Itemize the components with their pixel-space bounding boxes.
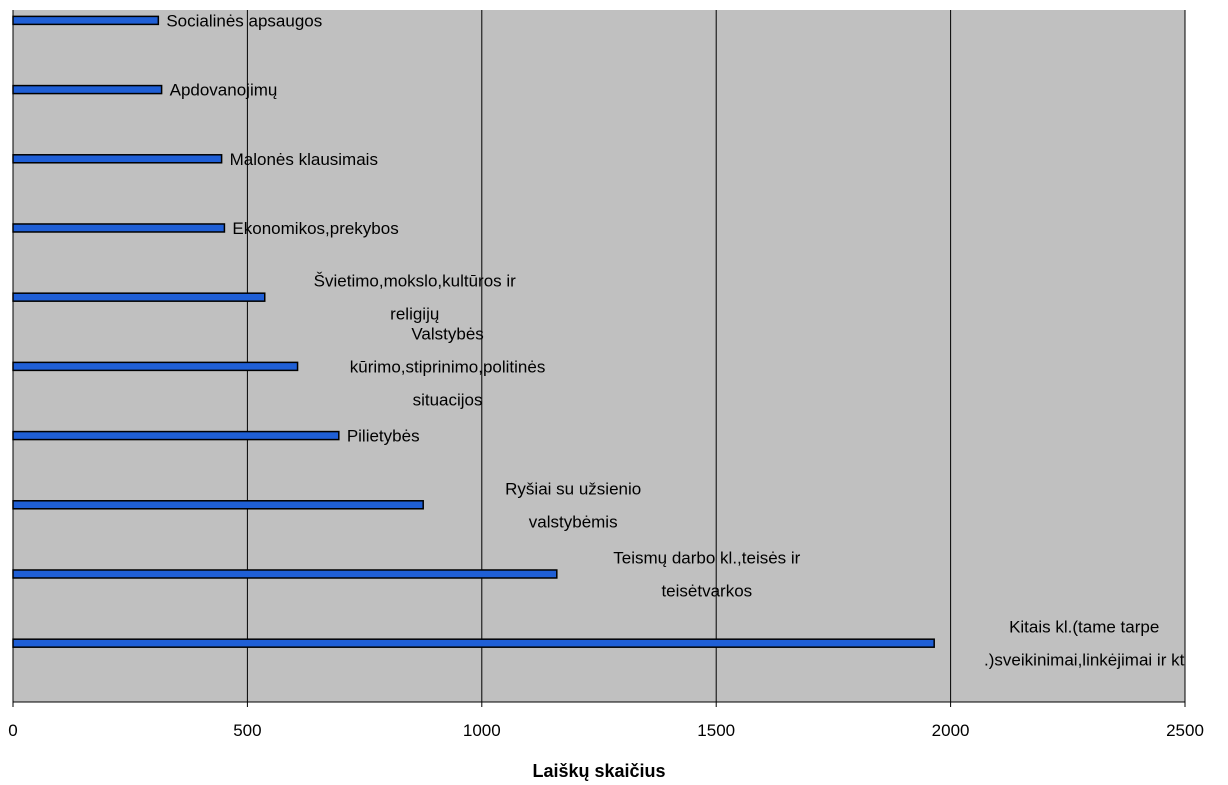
bar: [13, 155, 222, 163]
bar-category-label: Socialinės apsaugos: [166, 11, 322, 30]
bar-category-label: Kitais kl.(tame tarpe: [1009, 618, 1159, 637]
bar: [13, 501, 423, 509]
bar-category-label: Apdovanojimų: [170, 81, 278, 100]
bar: [13, 224, 224, 232]
bar-category-label: valstybėmis: [529, 512, 618, 531]
bar: [13, 570, 557, 578]
x-tick-label: 1500: [697, 721, 735, 740]
x-tick-label: 2500: [1166, 721, 1204, 740]
bar: [13, 293, 265, 301]
bar: [13, 362, 298, 370]
x-tick-label: 0: [8, 721, 17, 740]
x-axis-title: Laiškų skaičius: [532, 761, 665, 781]
x-tick-label: 1000: [463, 721, 501, 740]
bar-category-label: Teismų darbo kl.,teisės ir: [613, 548, 800, 567]
plot-area: [13, 10, 1185, 702]
bar-category-label: Malonės klausimais: [230, 150, 378, 169]
bar-category-label: Ryšiai su užsienio: [505, 479, 641, 498]
bar-category-label: kūrimo,stiprinimo,politinės: [350, 357, 546, 376]
x-tick-label: 500: [233, 721, 261, 740]
bar-category-label: Ekonomikos,prekybos: [232, 219, 398, 238]
bar-category-label: Pilietybės: [347, 427, 420, 446]
bar-category-label: .)sveikinimai,linkėjimai ir kt: [984, 651, 1185, 670]
bar-category-label: Valstybės: [411, 324, 483, 343]
bar-category-label: teisėtvarkos: [661, 581, 752, 600]
bar: [13, 639, 934, 647]
bar: [13, 16, 158, 24]
bar: [13, 86, 162, 94]
bar-category-label: religijų: [390, 305, 439, 324]
bar: [13, 432, 339, 440]
bar-category-label: Švietimo,mokslo,kultūros ir: [314, 272, 517, 291]
bar-category-label: situacijos: [413, 390, 483, 409]
x-tick-label: 2000: [932, 721, 970, 740]
